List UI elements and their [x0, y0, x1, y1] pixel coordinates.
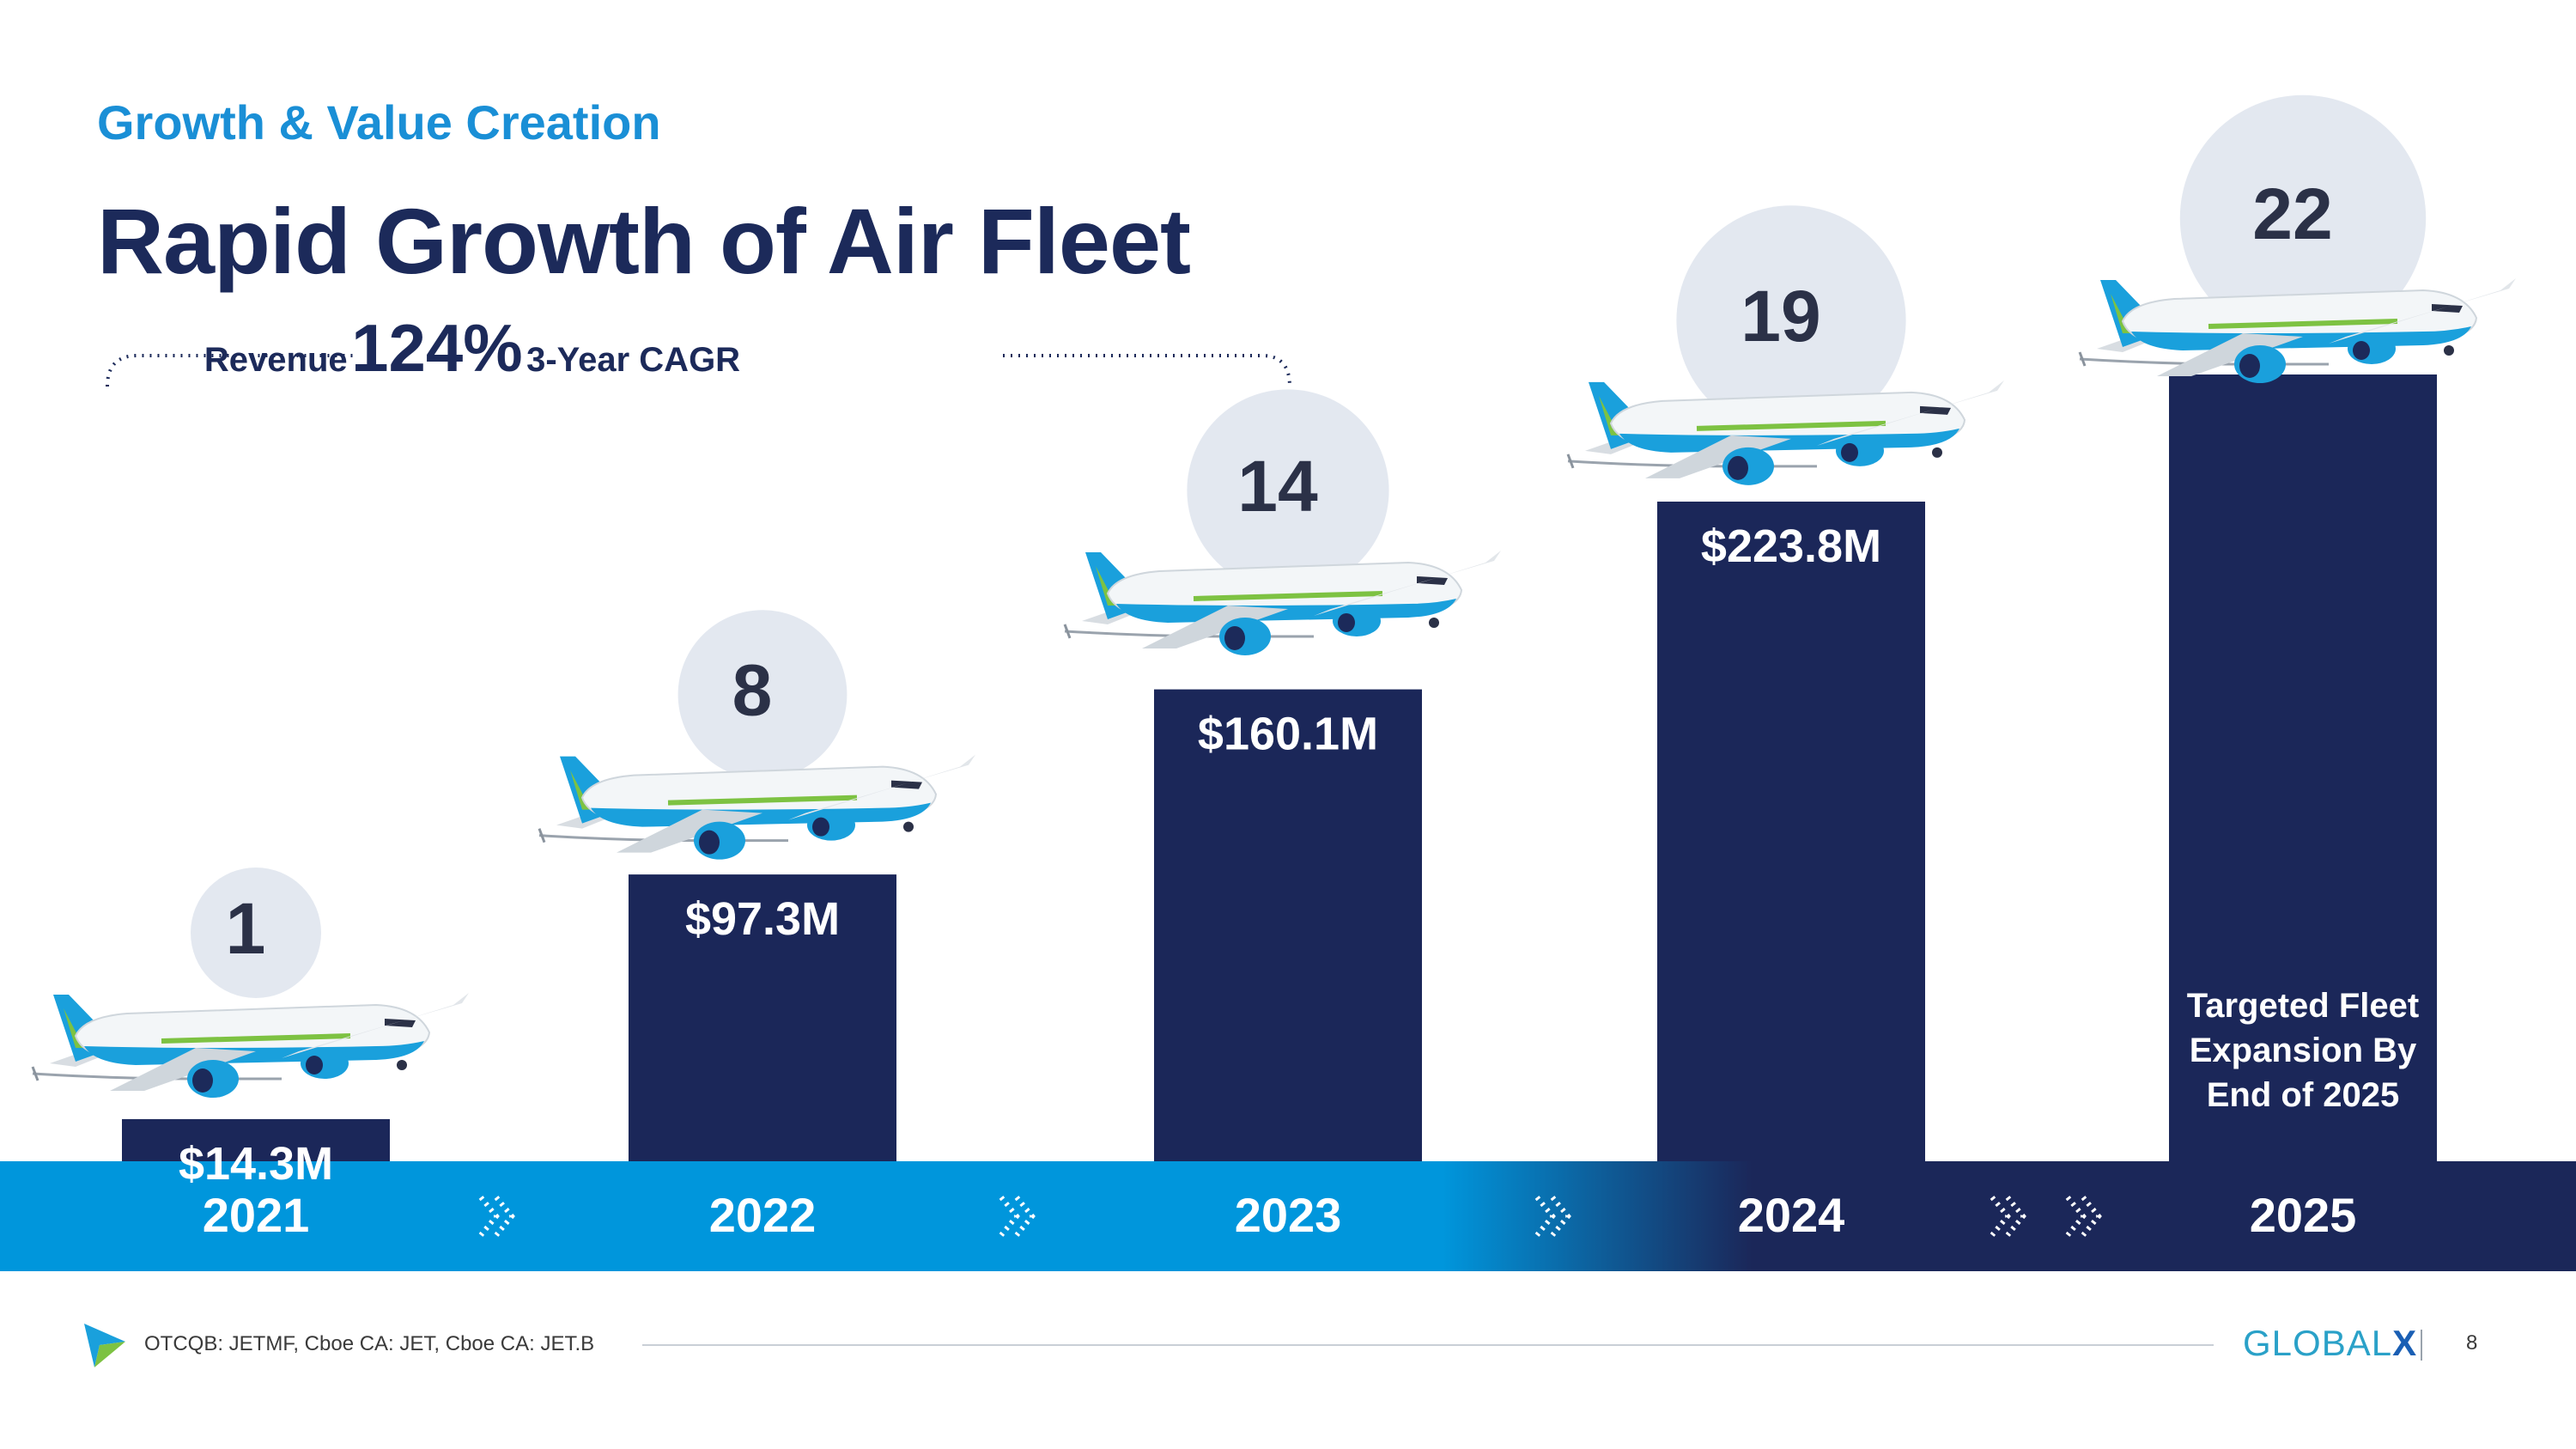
page-title: Rapid Growth of Air Fleet — [97, 189, 1191, 293]
timeline-band — [0, 1161, 2576, 1271]
target-annotation-line: Targeted Fleet — [2187, 987, 2419, 1025]
revenue-label-2024: $223.8M — [1701, 521, 1881, 572]
page-number: 8 — [2466, 1331, 2478, 1355]
fleet-count-2025: 22 — [2252, 174, 2332, 254]
logo-main-text: GLOBAL — [2243, 1323, 2393, 1363]
airplane-icon — [1065, 551, 1501, 655]
year-label-2025: 2025 — [2250, 1188, 2357, 1242]
globalx-logo: GLOBALX — [2243, 1323, 2417, 1364]
triangle-arrow-icon — [84, 1324, 125, 1367]
fleet-bubble-2023 — [1187, 389, 1389, 592]
cagr-prefix: Revenue — [204, 341, 348, 379]
logo-x-mark: X — [2392, 1323, 2418, 1363]
triangle-arrow-shade — [94, 1342, 125, 1367]
bar-2021 — [122, 1118, 390, 1163]
bar-2024 — [1657, 502, 1925, 1163]
year-label-2024: 2024 — [1738, 1188, 1845, 1242]
fleet-bubble-2022 — [677, 610, 848, 780]
cagr-callout: Revenue 124% 3-Year CAGR — [0, 309, 945, 387]
bar-2025 — [2169, 374, 2437, 1163]
fleet-bubble-2025 — [2179, 94, 2427, 342]
fleet-bubble-2024 — [1676, 205, 1906, 435]
fleet-count-2024: 19 — [1741, 276, 1820, 356]
cagr-value: 124% — [351, 310, 523, 386]
revenue-label-2021: $14.3M — [179, 1138, 333, 1190]
revenue-label-2022: $97.3M — [685, 893, 840, 945]
fleet-bubble-2021 — [191, 868, 321, 998]
footer-ticker: OTCQB: JETMF, Cboe CA: JET, Cboe CA: JET… — [144, 1332, 595, 1355]
airplane-icon — [2080, 278, 2516, 383]
bar-2022 — [629, 874, 896, 1163]
cagr-suffix: 3-Year CAGR — [526, 341, 741, 379]
year-label-2023: 2023 — [1235, 1188, 1342, 1242]
fleet-count-2021: 1 — [226, 888, 266, 969]
cagr-bracket — [106, 354, 1291, 387]
bar-2023 — [1154, 689, 1422, 1163]
revenue-label-2023: $160.1M — [1198, 709, 1378, 760]
airplane-icon — [1568, 381, 2004, 485]
airplane-icon — [539, 755, 975, 860]
fleet-count-2023: 14 — [1237, 446, 1318, 527]
year-label-2021: 2021 — [203, 1188, 310, 1242]
airplane-icon — [33, 993, 469, 1098]
target-annotation-line: Expansion By — [2190, 1032, 2417, 1069]
year-label-2022: 2022 — [709, 1188, 817, 1242]
fleet-count-2022: 8 — [732, 650, 773, 731]
target-annotation-line: End of 2025 — [2207, 1076, 2400, 1114]
kicker: Growth & Value Creation — [97, 95, 661, 149]
